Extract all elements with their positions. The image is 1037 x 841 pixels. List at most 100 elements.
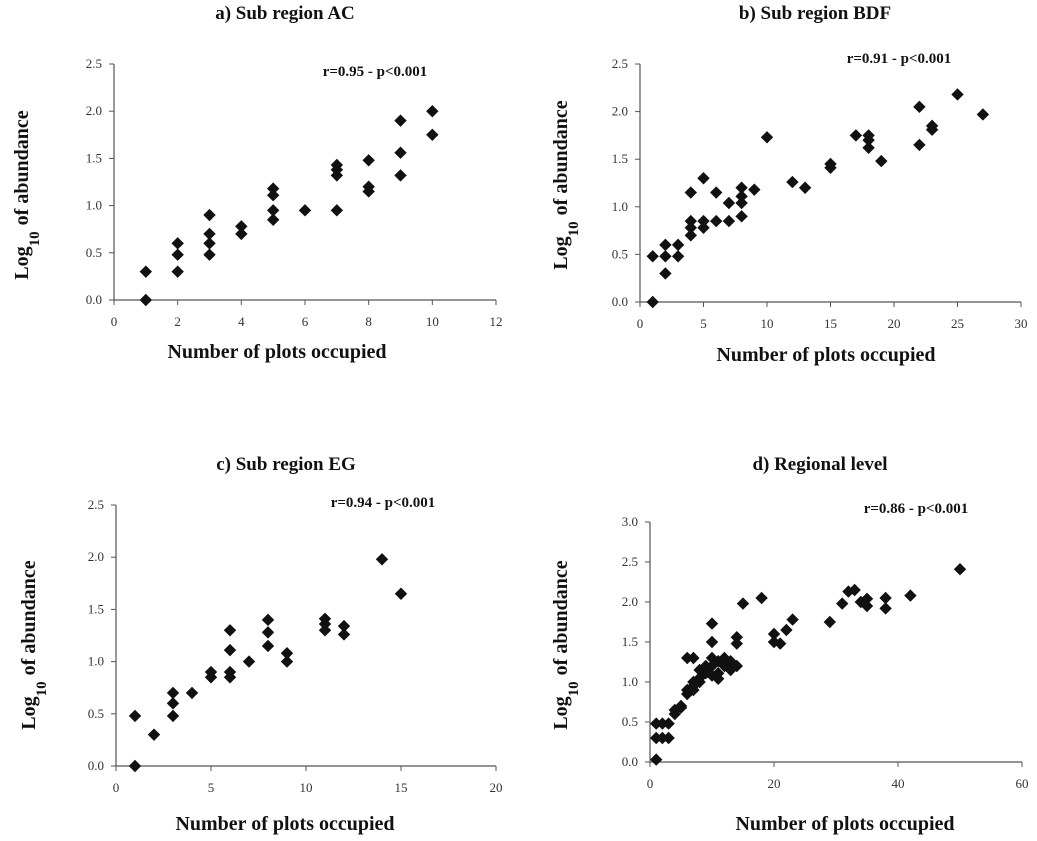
panel-a-x-tick-label: 4 — [238, 314, 245, 329]
panel-b-x-tick-label: 0 — [637, 316, 644, 331]
panel-a-data-point — [235, 227, 248, 241]
panel-a-data-point — [203, 208, 216, 222]
panel-d: d) Regional level r=0.86 - p<0.001 Numbe… — [550, 454, 1029, 835]
panel-c-data-point — [318, 617, 332, 631]
panel-c-plot-area: 0.0 0.5 1.0 1.5 2.0 2.5 0 5 10 15 20 — [88, 497, 503, 795]
panel-c-data-point — [280, 647, 294, 660]
panel-a-data-point — [203, 237, 216, 250]
panel-a-y-label-sub: 10 — [27, 231, 43, 246]
panel-d-data-point — [712, 672, 725, 685]
panel-b-y-tick-label: 1.5 — [612, 151, 628, 166]
panel-d-x-tick-label: 60 — [1016, 776, 1029, 791]
panel-b-data-point — [735, 181, 748, 194]
panel-b-data-point — [862, 141, 875, 154]
panel-d-x-axis-label: Number of plots occupied — [735, 813, 954, 835]
panel-d-data-point — [736, 597, 750, 610]
panel-d-data-point — [705, 635, 719, 649]
panel-a-data-point — [362, 185, 375, 198]
panel-a-x-tick-label: 0 — [111, 314, 118, 329]
panel-b-data-point — [684, 186, 697, 199]
panel-d-data-point — [724, 655, 737, 668]
panel-b-data-point — [671, 250, 685, 263]
panel-c-data-point — [337, 619, 351, 633]
panel-b-x-tick-label: 30 — [1015, 316, 1028, 331]
panel-c-data-point — [261, 626, 275, 639]
panel-b-data-point — [735, 196, 748, 210]
panel-d-x-tick-label: 20 — [768, 776, 781, 791]
panel-b-data-point — [824, 161, 837, 174]
panel-c-y-tick-label: 0.0 — [88, 758, 104, 773]
panel-c-data-point — [128, 759, 142, 773]
panel-a-data-point — [394, 169, 407, 182]
panel-d-x-tick-label: 0 — [647, 776, 654, 791]
panel-a-data-point — [394, 114, 407, 127]
panel-c-x-tick-label: 15 — [395, 780, 408, 795]
panel-b-data-point — [697, 172, 710, 185]
panel-b-y-tick-label: 2.5 — [612, 56, 628, 71]
panel-a-data-point — [266, 182, 280, 195]
panel-b-data-point — [722, 214, 736, 228]
panel-c-data-point — [166, 697, 180, 710]
panel-b-x-tick-label: 5 — [700, 316, 707, 331]
panel-d-plot-area: 0.0 0.5 1.0 1.5 2.0 2.5 3.0 0 20 40 60 — [622, 514, 1029, 791]
panel-d-data-point — [730, 637, 743, 650]
panel-d-data-point — [953, 563, 967, 576]
panel-c-x-tick-label: 0 — [113, 780, 120, 795]
panel-c-data-point — [223, 624, 237, 637]
panel-b-data-point — [925, 123, 939, 136]
panel-b: b) Sub region BDF r=0.91 - p<0.001 Numbe… — [550, 3, 1028, 366]
panel-c-data-point — [375, 553, 389, 566]
panel-b-data-point — [684, 229, 697, 242]
panel-c-y-tick-label: 0.5 — [88, 706, 104, 721]
panel-b-data-point — [684, 214, 697, 228]
panel-d-data-point — [662, 717, 675, 730]
panel-b-data-point — [710, 214, 723, 228]
panel-a-x-tick-label: 12 — [490, 314, 503, 329]
panel-d-y-label-rest: of abundance — [550, 560, 572, 675]
panel-b-x-axis-label: Number of plots occupied — [716, 344, 935, 366]
panel-a-data-point — [171, 248, 184, 261]
panel-c-annotation: r=0.94 - p<0.001 — [331, 495, 436, 511]
panel-b-data-point — [748, 183, 761, 196]
panel-b-data-point — [722, 196, 736, 210]
panel-b-data-point — [798, 181, 812, 194]
panel-a-x-tick-label: 10 — [426, 314, 439, 329]
panel-d-y-tick-label: 3.0 — [622, 514, 638, 529]
panel-c-data-point — [394, 587, 408, 600]
panel-c-data-point — [147, 728, 161, 741]
panel-d-data-point — [650, 753, 663, 766]
panel-a-y-tick-label: 1.0 — [86, 198, 102, 213]
panel-d-data-point — [662, 731, 675, 745]
panel-b-y-tick-label: 0.0 — [612, 294, 628, 309]
panel-d-data-point — [712, 655, 725, 668]
panel-c-data-point — [280, 655, 294, 668]
panel-a: a) Sub region AC r=0.95 - p<0.001 Number… — [11, 3, 503, 363]
panel-d-y-tick-label: 2.5 — [622, 554, 638, 569]
panel-c: c) Sub region EG r=0.94 - p<0.001 Number… — [18, 454, 503, 835]
panel-c-y-tick-label: 1.0 — [88, 654, 104, 669]
panel-d-data-point — [687, 683, 700, 697]
panel-b-x-tick-label: 10 — [761, 316, 774, 331]
panel-a-data-point — [426, 128, 439, 141]
panel-b-data-point — [849, 129, 863, 142]
panel-a-y-tick-label: 1.5 — [86, 150, 102, 165]
panel-a-data-point — [362, 154, 375, 167]
panel-b-data-point — [659, 250, 672, 263]
panel-a-data-point — [330, 169, 344, 182]
panel-d-y-label-main: Log — [550, 696, 572, 729]
panel-c-data-point — [261, 639, 275, 653]
panel-a-title: a) Sub region AC — [215, 3, 355, 24]
svg-text:Log10of abundance: Log10 of abundance — [11, 110, 43, 279]
panel-b-x-tick-label: 15 — [824, 316, 837, 331]
panel-c-data-point — [261, 613, 275, 627]
panel-a-y-tick-label: 0.5 — [86, 245, 102, 260]
panel-b-data-point — [951, 88, 964, 101]
panel-c-x-axis-label: Number of plots occupied — [175, 813, 394, 835]
panel-d-data-point — [674, 699, 688, 713]
panel-b-data-point — [913, 138, 926, 152]
panel-b-data-point — [671, 238, 685, 252]
panel-b-data-point — [697, 221, 710, 234]
panel-c-data-point — [166, 686, 180, 700]
panel-b-x-tick-label: 20 — [888, 316, 901, 331]
panel-c-data-point — [185, 686, 199, 700]
